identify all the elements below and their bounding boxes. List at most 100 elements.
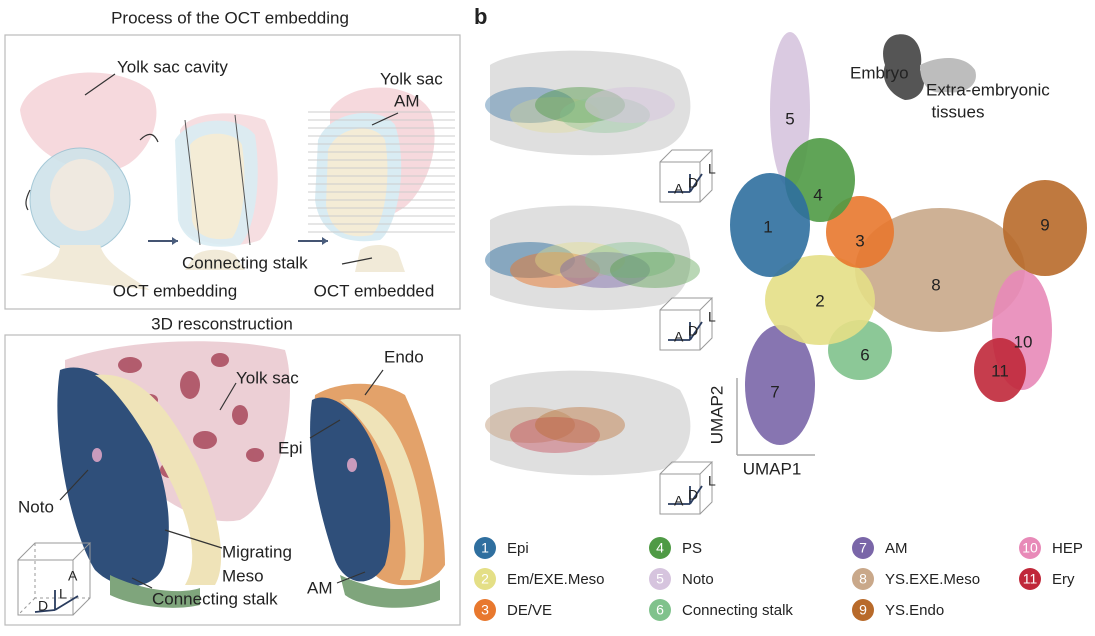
cell-strip bbox=[510, 252, 600, 288]
legend-number: 10 bbox=[1022, 540, 1038, 556]
axis-letter: D bbox=[38, 598, 48, 614]
legend-swatch bbox=[852, 568, 874, 590]
cluster-number: 3 bbox=[855, 231, 864, 250]
legend-swatch bbox=[1019, 568, 1041, 590]
label: OCT embedded bbox=[314, 281, 435, 300]
legend-number: 3 bbox=[481, 602, 489, 618]
legend-label: YS.Endo bbox=[885, 602, 944, 619]
label: Migrating bbox=[222, 542, 292, 561]
legend-label: Connecting stalk bbox=[682, 602, 793, 619]
legend-number: 8 bbox=[859, 571, 867, 587]
cluster-cloud bbox=[826, 196, 894, 268]
label: Epi bbox=[278, 438, 303, 457]
cell-strip bbox=[585, 87, 675, 123]
cluster-number: 4 bbox=[813, 185, 822, 204]
legend-label: Noto bbox=[682, 571, 714, 588]
inset-label: tissues bbox=[932, 102, 985, 121]
cube-arrow bbox=[668, 173, 703, 193]
label: AM bbox=[394, 91, 420, 110]
cell-strip bbox=[560, 252, 650, 288]
axis-letter: L bbox=[59, 586, 67, 602]
inset-label: Embryo bbox=[850, 63, 909, 82]
cell-strip bbox=[610, 252, 700, 288]
axis-letter: L bbox=[708, 161, 716, 177]
legend-number: 6 bbox=[656, 602, 664, 618]
legend-number: 7 bbox=[859, 540, 867, 556]
umap-plot: 1 2 3 4 5 6 7 8 9 10 11 bbox=[730, 32, 1087, 445]
axis-title: UMAP1 bbox=[743, 459, 802, 478]
axis-letter: A bbox=[68, 568, 78, 584]
cluster-cloud bbox=[1003, 180, 1087, 276]
legend-number: 4 bbox=[656, 540, 664, 556]
label: OCT embedding bbox=[113, 281, 237, 300]
legend-swatch bbox=[649, 568, 671, 590]
label: Yolk sac bbox=[236, 368, 299, 387]
legend-label: Ery bbox=[1052, 571, 1075, 588]
legend-swatch bbox=[474, 568, 496, 590]
axis-letter: A bbox=[674, 329, 684, 345]
legend-swatch bbox=[852, 599, 874, 621]
axis-letter: A bbox=[674, 493, 684, 509]
axis-letter: D bbox=[688, 487, 698, 503]
legend-label: YS.EXE.Meso bbox=[885, 571, 980, 588]
cell-strip bbox=[485, 87, 575, 123]
cell-strip bbox=[510, 417, 600, 453]
legend-number: 1 bbox=[481, 540, 489, 556]
legend-label: Epi bbox=[507, 540, 529, 557]
cluster-number: 7 bbox=[770, 382, 779, 401]
cluster-number: 8 bbox=[931, 275, 940, 294]
cluster-number: 5 bbox=[785, 109, 794, 128]
panel-title: Process of the OCT embedding bbox=[111, 8, 349, 27]
cluster-number: 1 bbox=[763, 217, 772, 236]
label: Meso bbox=[222, 566, 264, 585]
cube bbox=[659, 149, 714, 203]
legend-swatch bbox=[474, 599, 496, 621]
slab bbox=[490, 370, 691, 476]
cluster-number: 11 bbox=[991, 361, 1009, 380]
legend-swatch bbox=[649, 537, 671, 559]
cell-strip bbox=[510, 97, 600, 133]
legend-number: 5 bbox=[656, 571, 664, 587]
cell-strip bbox=[585, 242, 675, 278]
umap-axes bbox=[736, 378, 815, 456]
axis-letter: D bbox=[688, 175, 698, 191]
legend-swatch bbox=[649, 599, 671, 621]
legend-label: HEP bbox=[1052, 540, 1083, 557]
cluster-number: 10 bbox=[1014, 332, 1033, 351]
umap-inset bbox=[883, 34, 976, 100]
cube-arrow bbox=[668, 485, 703, 505]
axis-title: UMAP2 bbox=[707, 386, 726, 445]
cell-strip bbox=[535, 407, 625, 443]
legend-number: 2 bbox=[481, 571, 489, 587]
legend-number: 9 bbox=[859, 602, 867, 618]
legend-label: AM bbox=[885, 540, 908, 557]
cell-strip bbox=[485, 407, 575, 443]
axis-letter: L bbox=[708, 309, 716, 325]
cube-arrow bbox=[668, 321, 703, 341]
legend-label: DE/VE bbox=[507, 602, 552, 619]
legend-number: 11 bbox=[1023, 571, 1038, 587]
label: Yolk sac cavity bbox=[117, 57, 228, 76]
cube bbox=[659, 461, 714, 515]
cube bbox=[659, 297, 714, 351]
legend-swatch bbox=[852, 537, 874, 559]
label: Connecting stalk bbox=[152, 589, 278, 608]
cluster-cloud bbox=[855, 208, 1025, 332]
axis-letter: L bbox=[708, 473, 716, 489]
cluster-cloud bbox=[974, 338, 1026, 402]
cluster-number: 9 bbox=[1040, 215, 1049, 234]
panel-title: 3D resconstruction bbox=[151, 314, 293, 333]
label: Connecting stalk bbox=[182, 253, 308, 272]
legend-swatch bbox=[474, 537, 496, 559]
label: Endo bbox=[384, 347, 424, 366]
legend-label: Em/EXE.Meso bbox=[507, 571, 605, 588]
embedding-illustration bbox=[20, 72, 455, 290]
section-slabs: LA DLA DLA D bbox=[485, 50, 716, 515]
label: Noto bbox=[18, 497, 54, 516]
label: Yolk sac bbox=[380, 69, 443, 88]
cluster-cloud bbox=[730, 173, 810, 277]
label: AM bbox=[307, 578, 333, 597]
axis-letter: A bbox=[674, 181, 684, 197]
